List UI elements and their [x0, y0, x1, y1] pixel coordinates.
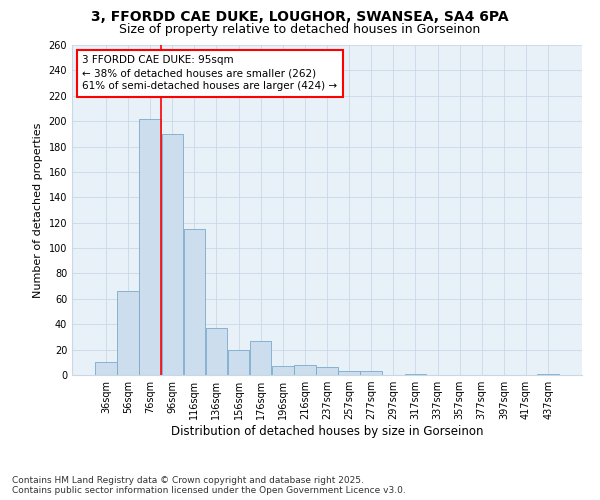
Bar: [361, 371, 382, 375]
Text: Size of property relative to detached houses in Gorseinon: Size of property relative to detached ho…: [119, 22, 481, 36]
Bar: [95, 362, 116, 375]
Bar: [206, 328, 227, 375]
X-axis label: Distribution of detached houses by size in Gorseinon: Distribution of detached houses by size …: [171, 425, 483, 438]
Bar: [117, 291, 139, 375]
Y-axis label: Number of detached properties: Number of detached properties: [33, 122, 43, 298]
Text: Contains HM Land Registry data © Crown copyright and database right 2025.
Contai: Contains HM Land Registry data © Crown c…: [12, 476, 406, 495]
Bar: [184, 229, 205, 375]
Text: 3, FFORDD CAE DUKE, LOUGHOR, SWANSEA, SA4 6PA: 3, FFORDD CAE DUKE, LOUGHOR, SWANSEA, SA…: [91, 10, 509, 24]
Bar: [316, 368, 338, 375]
Bar: [250, 340, 271, 375]
Bar: [294, 365, 316, 375]
Bar: [161, 134, 183, 375]
Bar: [272, 366, 293, 375]
Bar: [405, 374, 426, 375]
Bar: [338, 371, 360, 375]
Bar: [139, 118, 161, 375]
Bar: [538, 374, 559, 375]
Text: 3 FFORDD CAE DUKE: 95sqm
← 38% of detached houses are smaller (262)
61% of semi-: 3 FFORDD CAE DUKE: 95sqm ← 38% of detach…: [82, 55, 337, 92]
Bar: [228, 350, 249, 375]
